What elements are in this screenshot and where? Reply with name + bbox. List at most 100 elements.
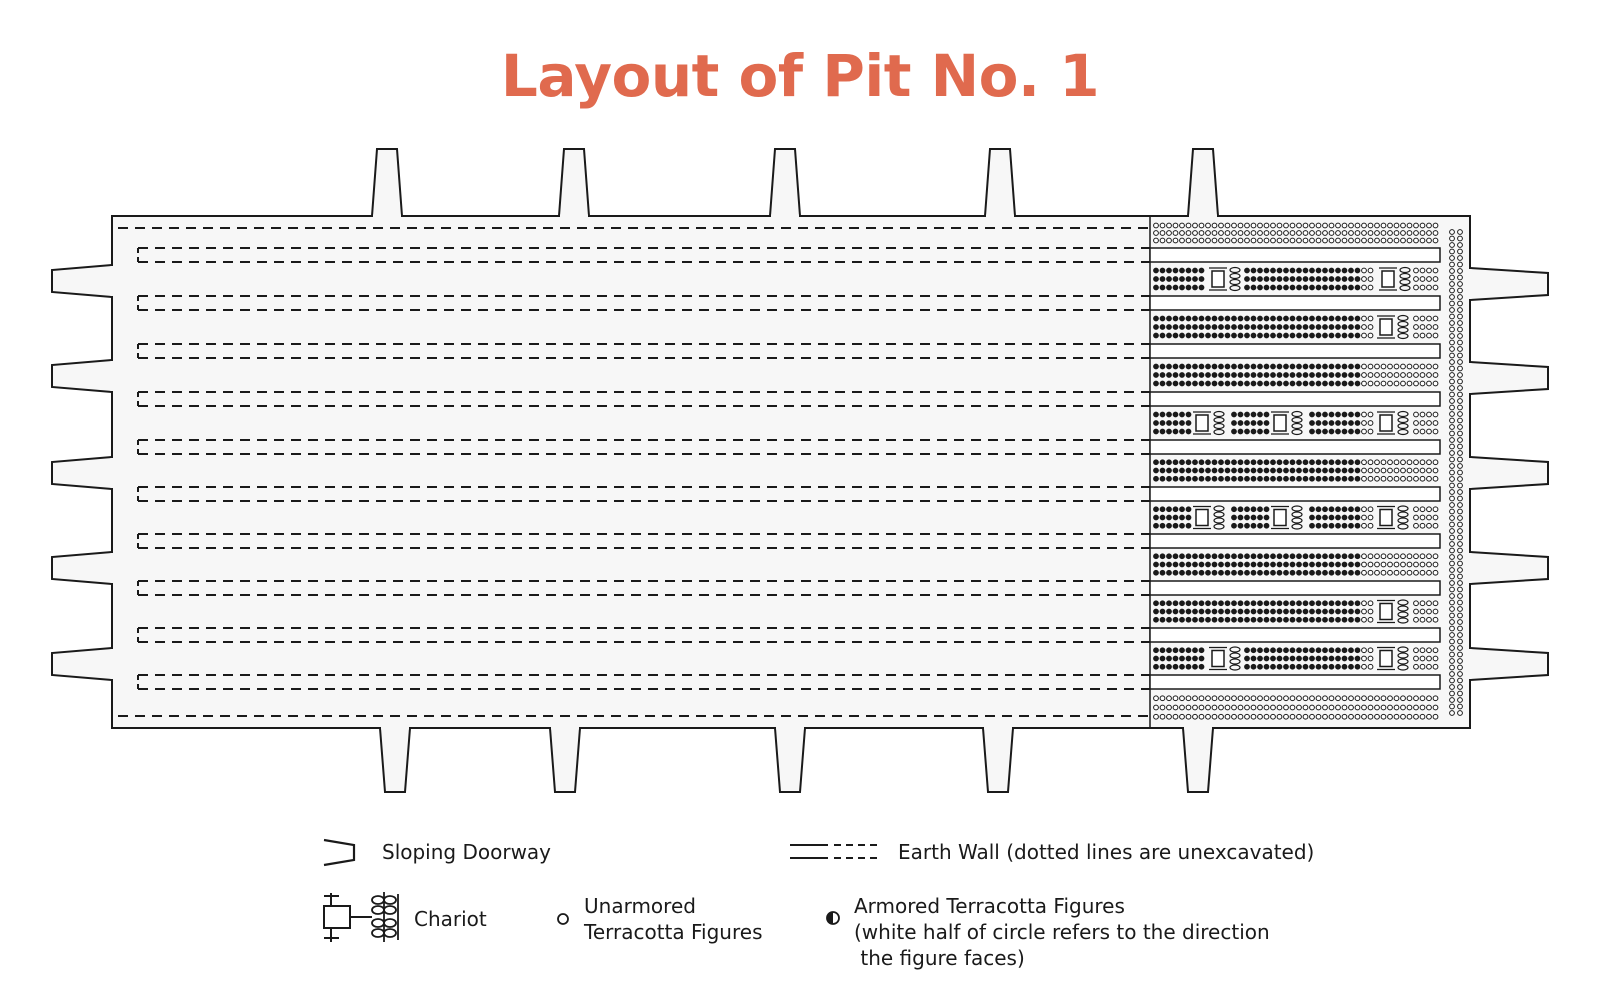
unarmored-figure (1361, 655, 1367, 662)
unarmored-figure (1457, 651, 1463, 658)
chariot-horse (1213, 517, 1225, 524)
unarmored-figure (1244, 222, 1250, 229)
armored-figure (1276, 284, 1283, 291)
armored-figure (1198, 324, 1205, 330)
armored-figure (1328, 663, 1335, 670)
unarmored-figure (1289, 222, 1296, 229)
armored-figure (1335, 569, 1341, 576)
armored-figure (1153, 276, 1159, 282)
armored-figure (1348, 522, 1354, 529)
unarmored-figure (1348, 695, 1354, 702)
armored-figure (1244, 267, 1250, 274)
unarmored-figure (1250, 713, 1257, 720)
armored-figure (1315, 276, 1322, 282)
chariot-horse (1213, 511, 1225, 518)
unarmored-figure (1276, 713, 1283, 720)
armored-figure (1302, 475, 1309, 482)
armored-figure (1302, 663, 1309, 670)
armored-figure (1192, 332, 1198, 339)
armored-figure (1315, 600, 1322, 607)
armored-figure (1192, 475, 1198, 482)
armored-figure (1257, 522, 1263, 529)
armored-figure (1250, 428, 1257, 435)
armored-figure (1185, 267, 1192, 274)
unarmored-figure (1367, 553, 1374, 560)
unarmored-figure (1296, 222, 1302, 229)
unarmored-figure (1374, 561, 1380, 568)
armored-figure (1250, 363, 1257, 370)
armored-figure (1153, 616, 1159, 623)
unarmored-figure (1367, 514, 1374, 521)
unarmored-figure (1419, 713, 1426, 720)
armored-figure (1309, 332, 1315, 339)
unarmored-figure (1406, 222, 1413, 229)
armored-figure (1296, 267, 1302, 274)
unarmored-figure (1406, 704, 1413, 711)
unarmored-figure (1426, 230, 1432, 236)
unarmored-figure (1449, 469, 1455, 476)
chariot-horse (1397, 428, 1409, 436)
unarmored-figure (1335, 222, 1341, 229)
armored-figure (1348, 267, 1354, 274)
armored-figure (1341, 324, 1348, 330)
unarmored-figure (1393, 704, 1400, 711)
armored-figure (1205, 569, 1211, 576)
unarmored-figure (1374, 695, 1380, 702)
unarmored-figure (1257, 695, 1263, 702)
chariot-horse (1399, 278, 1411, 286)
armored-figure (1309, 459, 1315, 466)
unarmored-figure (1457, 261, 1463, 268)
unarmored-figure (1400, 713, 1406, 720)
armored-figure (1166, 315, 1172, 322)
unarmored-figure (1387, 561, 1393, 568)
armored-figure (1270, 380, 1276, 387)
armored-figure (1185, 284, 1192, 291)
armored-figure (1335, 506, 1341, 513)
armored-figure (1172, 428, 1179, 435)
unarmored-figure (1449, 365, 1455, 372)
unarmored-figure (1361, 237, 1367, 244)
unarmored-figure (1237, 695, 1244, 702)
armored-figure (1218, 380, 1224, 387)
unarmored-figure (1211, 237, 1218, 244)
armored-figure (1354, 608, 1361, 615)
armored-figure (1302, 276, 1309, 282)
unarmored-figure (1348, 222, 1354, 229)
unarmored-figure (1457, 645, 1463, 651)
armored-figure (1224, 608, 1231, 615)
armored-figure (1244, 459, 1250, 466)
chariot-horse (1291, 505, 1303, 512)
unarmored-figure (1289, 237, 1296, 244)
armored-figure (1315, 569, 1322, 576)
armored-figure (1205, 561, 1211, 568)
unarmored-figure (1419, 230, 1426, 236)
unarmored-figure (1348, 704, 1354, 711)
armored-figure (1166, 647, 1172, 654)
armored-figure (1309, 663, 1315, 670)
armored-figure (1159, 420, 1166, 426)
armored-figure (1179, 647, 1185, 654)
armored-figure (1341, 506, 1348, 513)
unarmored-figure (1457, 242, 1463, 248)
armored-figure (1231, 372, 1237, 378)
armored-figure (1198, 459, 1205, 466)
unarmored-figure (1413, 561, 1419, 568)
armored-figure (1172, 411, 1179, 418)
armored-figure (1185, 608, 1192, 615)
unarmored-figure (1296, 704, 1302, 711)
armored-figure (1257, 569, 1263, 576)
armored-figure (1322, 561, 1328, 568)
unarmored-figure (1457, 333, 1463, 339)
armored-figure (1179, 380, 1185, 387)
armored-figure (1198, 372, 1205, 378)
unarmored-figure (1309, 695, 1315, 702)
unarmored-figure (1449, 651, 1455, 658)
armored-figure (1335, 284, 1341, 291)
armored-figure (1328, 380, 1335, 387)
earth-wall-excavated (1149, 295, 1441, 311)
armored-figure (1231, 380, 1237, 387)
armored-figure (1166, 616, 1172, 623)
unarmored-figure (1457, 469, 1463, 476)
armored-figure (1263, 506, 1270, 513)
armored-figure (1283, 655, 1289, 662)
